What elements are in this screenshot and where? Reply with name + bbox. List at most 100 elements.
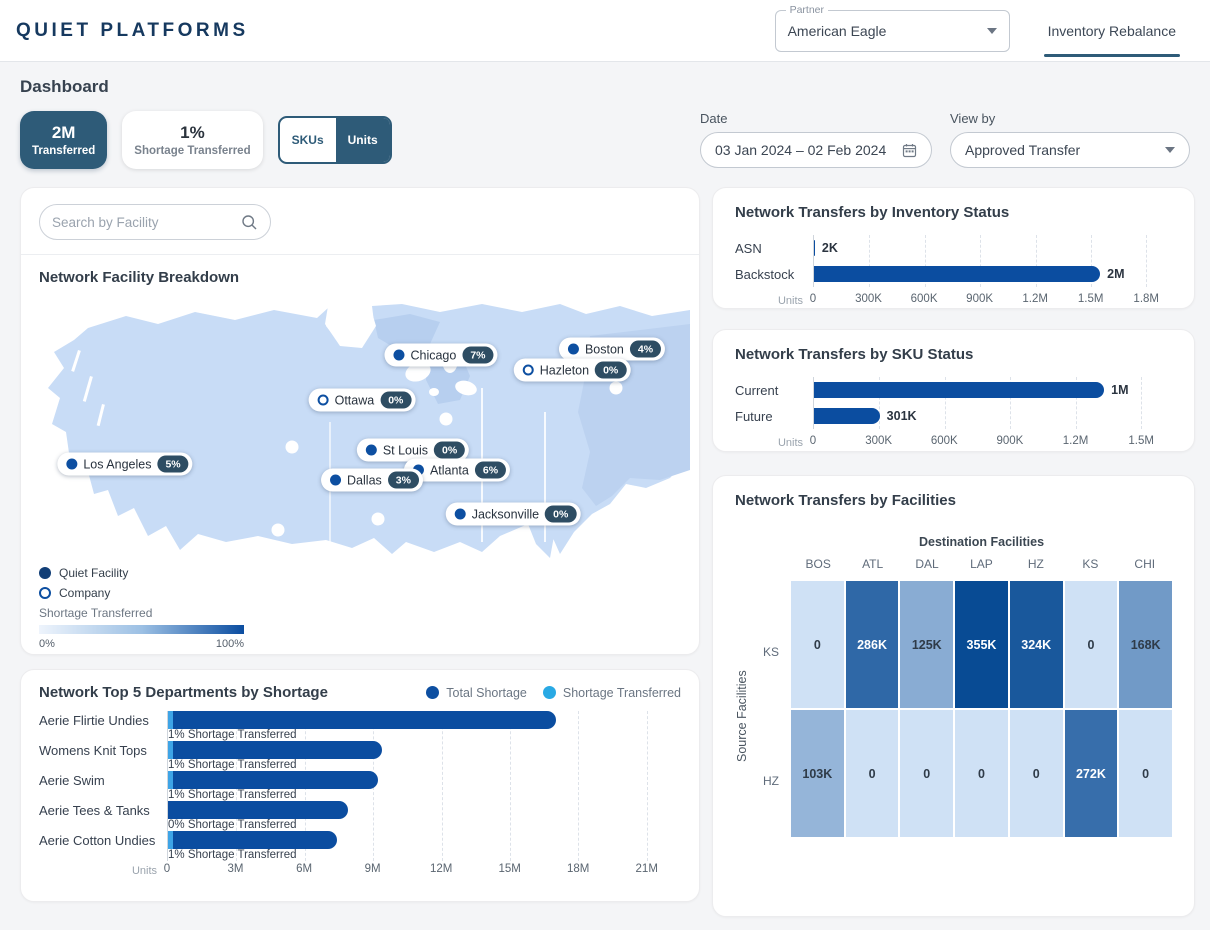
map-bubble-jacksonville[interactable]: Jacksonville 0%: [445, 502, 581, 526]
total-shortage-label: Total Shortage: [446, 685, 527, 700]
map-bubble-boston[interactable]: Boston 4%: [558, 337, 666, 361]
brand-logo: QUIET PLATFORMS: [16, 19, 249, 41]
heatmap-cell-KS-CHI[interactable]: 168K: [1119, 581, 1172, 708]
partner-select-value: American Eagle: [787, 22, 887, 39]
shortage-transferred-sliver: [168, 741, 173, 759]
department-bar-row[interactable]: 0% Shortage Transferred: [168, 801, 681, 831]
stat-shortage-label: Shortage Transferred: [134, 145, 251, 157]
heatmap-col-header: ATL: [862, 557, 884, 571]
map-legend: Quiet Facility Company Shortage Transfer…: [21, 560, 699, 650]
bubble-shortage-pct-badge: 7%: [462, 346, 494, 364]
heatmap-cell-KS-BOS[interactable]: 0: [791, 581, 844, 708]
axis-tick: 900K: [996, 435, 1024, 447]
bar-row[interactable]: 2M: [814, 261, 1174, 287]
bar-value-label: 2K: [821, 241, 838, 255]
heatmap-cell-HZ-DAL[interactable]: 0: [900, 710, 954, 837]
map-bubble-los-angeles[interactable]: Los Angeles 5%: [57, 452, 193, 476]
department-label: Aerie Flirtie Undies: [39, 712, 149, 728]
axis-tick: 1.8M: [1133, 293, 1160, 305]
map-bubble-hazleton[interactable]: Hazleton 0%: [513, 358, 631, 382]
gradient-legend-label: Shortage Transferred: [39, 606, 153, 620]
axis-tick: 6M: [296, 863, 313, 875]
stat-card-shortage[interactable]: 1% Shortage Transferred: [122, 111, 263, 169]
total-shortage-dot-icon: [426, 686, 440, 699]
stat-card-transferred[interactable]: 2M Transferred: [20, 111, 108, 169]
heatmap-cell-HZ-LAP[interactable]: 0: [955, 710, 1008, 837]
shortage-transferred-sublabel: 1% Shortage Transferred: [168, 789, 297, 801]
heatmap-cell-KS-HZ[interactable]: 324K: [1009, 581, 1063, 708]
facilities-heatmap-card: Network Transfers by Facilities Source F…: [712, 475, 1195, 917]
bubble-city-name: Ottawa: [334, 393, 375, 407]
map-bubble-st-louis[interactable]: St Louis 0%: [356, 438, 470, 462]
axis-tick: 18M: [567, 863, 590, 875]
heatmap-cell-HZ-ATL[interactable]: 0: [845, 710, 899, 837]
bar-row[interactable]: 1M: [814, 377, 1174, 403]
heatmap-cell-KS-LAP[interactable]: 355K: [955, 581, 1008, 708]
bubble-city-name: Jacksonville: [471, 507, 540, 521]
toggle-option-skus[interactable]: SKUs: [291, 133, 324, 147]
facility-breakdown-title: Network Facility Breakdown: [39, 269, 240, 286]
bar-category-label: Current: [735, 382, 779, 398]
axis-tick: 15M: [498, 863, 521, 875]
heatmap-cell-HZ-KS[interactable]: 272K: [1064, 710, 1118, 837]
inventory-status-card: Network Transfers by Inventory Status AS…: [712, 187, 1195, 309]
app-header: QUIET PLATFORMS Partner American Eagle I…: [0, 0, 1210, 62]
axis-tick: 1.5M: [1077, 293, 1104, 305]
department-bar-row[interactable]: 1% Shortage Transferred: [168, 831, 681, 861]
heatmap-col-header: CHI: [1134, 557, 1156, 571]
axis-tick: 900K: [966, 293, 994, 305]
shortage-transferred-sliver: [168, 711, 173, 729]
gradient-legend-bar: [39, 625, 244, 634]
search-input[interactable]: [52, 214, 241, 230]
shortage-transferred-sublabel: 1% Shortage Transferred: [168, 729, 297, 741]
stat-shortage-value: 1%: [180, 123, 205, 142]
heatmap-cell-HZ-HZ[interactable]: 0: [1009, 710, 1063, 837]
department-bar-row[interactable]: 1% Shortage Transferred: [168, 741, 681, 771]
axis-tick: 600K: [930, 435, 958, 447]
department-bar-row[interactable]: 1% Shortage Transferred: [168, 771, 681, 801]
map-bubble-atlanta[interactable]: Atlanta 6%: [403, 458, 511, 482]
page-title: Dashboard: [20, 77, 109, 96]
axis-tick: 9M: [364, 863, 381, 875]
partner-select[interactable]: Partner American Eagle: [774, 3, 1010, 52]
toggle-option-units[interactable]: Units: [335, 118, 390, 162]
viewby-select[interactable]: Approved Transfer: [950, 132, 1190, 168]
map-bubble-ottawa[interactable]: Ottawa 0%: [308, 388, 416, 412]
top5-chart: Aerie Flirtie Undies Womens Knit Tops Aeri…: [39, 711, 681, 879]
bar-row[interactable]: 301K: [814, 403, 1174, 429]
heatmap-x-title: Destination Facilities: [918, 535, 1045, 549]
search-icon[interactable]: [241, 214, 258, 231]
date-range-picker[interactable]: 03 Jan 2024 – 02 Feb 2024: [700, 132, 932, 168]
heatmap-cell-HZ-BOS[interactable]: 103K: [791, 710, 844, 837]
department-label: Aerie Cotton Undies: [39, 832, 156, 848]
heatmap-cell-HZ-CHI[interactable]: 0: [1119, 710, 1172, 837]
chevron-down-icon: [986, 27, 997, 34]
tab-inventory-rebalance[interactable]: Inventory Rebalance: [1038, 0, 1186, 62]
quiet-facility-dot-icon: [393, 349, 405, 361]
axis-tick: 0: [809, 293, 817, 305]
bubble-shortage-pct-badge: 6%: [474, 461, 507, 479]
department-bar-row[interactable]: 1% Shortage Transferred: [168, 711, 681, 741]
axis-tick: 12M: [429, 863, 453, 875]
bar-row[interactable]: 2K: [814, 235, 1174, 261]
heatmap-cell-KS-DAL[interactable]: 125K: [900, 581, 954, 708]
bubble-city-name: Dallas: [347, 473, 382, 487]
bubble-shortage-pct-badge: 0%: [380, 391, 412, 409]
heatmap-cell-KS-KS[interactable]: 0: [1064, 581, 1118, 708]
shortage-transferred-label: Shortage Transferred: [562, 685, 681, 700]
bubble-shortage-pct-badge: 0%: [545, 505, 577, 523]
map-bubble-chicago[interactable]: Chicago 7%: [384, 343, 498, 367]
axis-tick: 0: [809, 435, 817, 447]
shortage-transferred-sublabel: 1% Shortage Transferred: [168, 759, 297, 771]
sku-status-card: Network Transfers by SKU Status Current F…: [712, 329, 1195, 452]
inventory-status-title: Network Transfers by Inventory Status: [735, 204, 1010, 221]
facility-map: Chicago 7% Boston 4% Hazleton 0% Ottawa 0% Los A…: [30, 292, 690, 560]
map-bubble-dallas[interactable]: Dallas 3%: [321, 468, 423, 492]
axis-tick: 1.2M: [1022, 293, 1048, 305]
heatmap-col-header: KS: [1082, 557, 1099, 571]
sku-status-title: Network Transfers by SKU Status: [735, 346, 974, 363]
gradient-max-label: 100%: [215, 638, 244, 650]
company-dot-icon: [39, 587, 51, 599]
bar-category-label: Backstock: [735, 266, 795, 282]
heatmap-cell-KS-ATL[interactable]: 286K: [845, 581, 899, 708]
